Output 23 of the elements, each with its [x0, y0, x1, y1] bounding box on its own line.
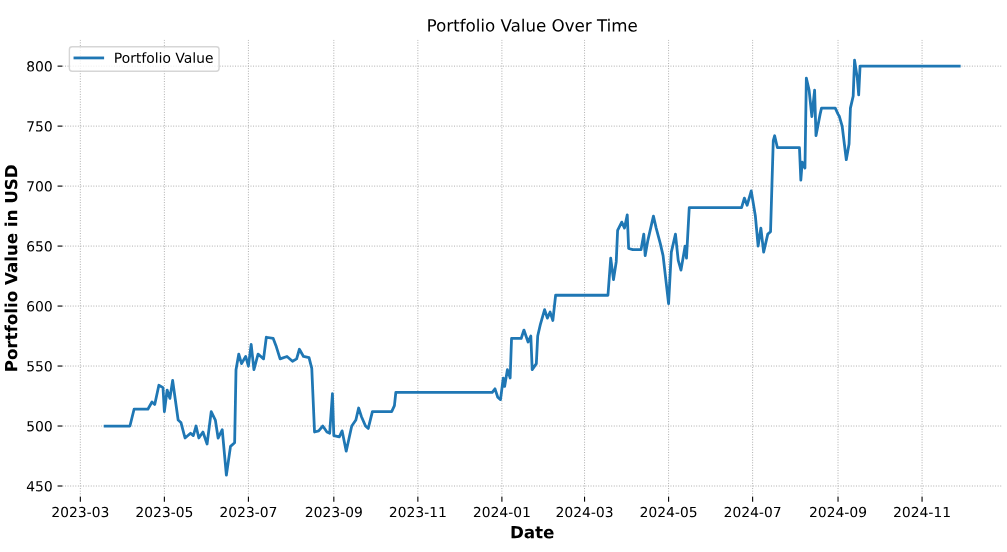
y-tick-label: 650 — [27, 241, 52, 252]
chart-title: Portfolio Value Over Time — [428, 18, 637, 32]
x-tick-label: 2024-03 — [556, 506, 613, 518]
x-tick-label: 2023-05 — [136, 506, 193, 518]
x-tick-label: 2024-05 — [640, 506, 697, 518]
x-tick-label: 2023-11 — [389, 506, 446, 518]
y-tick-label: 450 — [26, 480, 52, 492]
x-axis-title: Date — [511, 526, 554, 539]
y-tick-label: 600 — [27, 301, 52, 312]
y-axis-title: Portfolio Value in USD — [4, 165, 18, 371]
x-tick-label: 2024-07 — [724, 506, 781, 518]
x-tick-label: 2023-07 — [220, 506, 277, 518]
x-tick-label: 2024-01 — [473, 506, 530, 518]
y-tick-label: 500 — [27, 420, 52, 432]
x-tick-label: 2024-09 — [810, 506, 867, 518]
x-tick-label: 2023-03 — [52, 506, 109, 518]
y-tick-label: 700 — [27, 181, 52, 192]
y-tick-label: 550 — [27, 361, 52, 372]
y-tick-label: 750 — [27, 121, 52, 132]
x-tick-label: 2023-09 — [305, 506, 362, 518]
legend-label: Portfolio Value — [115, 52, 213, 63]
y-tick-label: 800 — [27, 61, 52, 72]
x-tick-label: 2024-11 — [894, 506, 950, 518]
